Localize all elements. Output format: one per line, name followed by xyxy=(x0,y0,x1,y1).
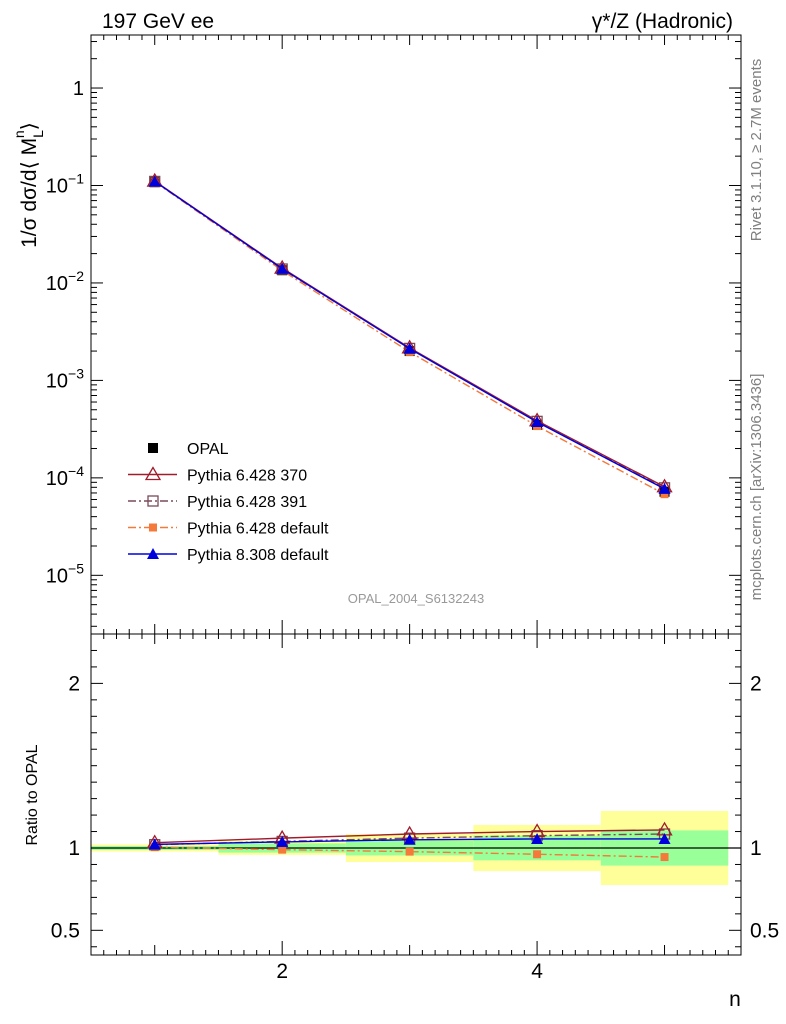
ratio-data-point xyxy=(148,838,161,850)
legend-label: Pythia 6.428 391 xyxy=(187,494,307,511)
y-tick-label-base: 10 xyxy=(46,468,68,490)
ratio-y-tick-label-left: 0.5 xyxy=(51,919,80,942)
x-tick-label: 2 xyxy=(276,960,288,983)
data-point xyxy=(658,482,671,494)
main-axis-ticks xyxy=(91,35,741,955)
y-tick-label: 10−1 xyxy=(46,170,84,197)
watermark: OPAL_2004_S6132243 xyxy=(348,591,484,606)
data-point xyxy=(531,416,544,428)
y-tick-label-base: 10 xyxy=(46,273,68,295)
legend-marker xyxy=(147,495,159,507)
main-y-label-text: 1/σ dσ/d⟨ M xyxy=(18,138,41,248)
ratio-data-point xyxy=(660,853,669,862)
header-left: 197 GeV ee xyxy=(102,10,214,33)
legend-marker xyxy=(149,523,157,532)
ratio-y-tick-label-right: 0.5 xyxy=(750,919,779,942)
main-plot-border xyxy=(90,34,742,635)
legend-label: Pythia 8.308 default xyxy=(187,547,329,564)
legend-label: Pythia 6.428 370 xyxy=(187,468,307,485)
legend-marker xyxy=(148,443,158,453)
ratio-y-tick-label-right: 1 xyxy=(750,837,762,860)
legend-label: OPAL xyxy=(187,441,229,458)
ratio-series-layer xyxy=(146,821,673,862)
main-y-label-close: ⟩ xyxy=(18,122,41,130)
legend-marker xyxy=(144,466,162,481)
data-point xyxy=(660,490,669,499)
ratio-data-point xyxy=(531,832,544,844)
y-tick-label: 10−4 xyxy=(46,463,84,490)
y-tick-label: 1 xyxy=(73,78,84,100)
y-tick-label-base: 10 xyxy=(46,565,68,587)
y-tick-label: 10−2 xyxy=(46,268,84,295)
ratio-data-point xyxy=(405,847,414,856)
legend-marker xyxy=(147,548,159,559)
rivet-version-text: Rivet 3.1.10, ≥ 2.7M events xyxy=(748,59,765,242)
data-point xyxy=(148,175,161,187)
x-tick-label: 4 xyxy=(531,960,543,983)
ratio-axis-ticks xyxy=(91,649,741,948)
ratio-data-point xyxy=(403,833,416,845)
ratio-y-tick-label-right: 2 xyxy=(750,672,762,695)
ratio-data-point xyxy=(658,832,671,844)
legend-label: Pythia 6.428 default xyxy=(187,521,329,538)
ratio-data-point xyxy=(276,835,289,847)
data-point xyxy=(276,262,289,274)
main-y-label: 1/σ dσ/d⟨ MLn⟩ xyxy=(11,122,46,248)
y-tick-label-base: 10 xyxy=(46,175,68,197)
y-tick-label: 10−5 xyxy=(46,560,84,587)
main-y-tick-labels: 110−110−210−310−410−5 xyxy=(46,78,84,587)
series-line xyxy=(154,180,665,490)
series-line xyxy=(154,180,665,489)
ratio-y-label: Ratio to OPAL xyxy=(24,744,41,845)
y-tick-label: 10−3 xyxy=(46,365,84,392)
ratio-y-tick-label-left: 1 xyxy=(68,837,80,860)
ratio-plot-frame xyxy=(90,633,742,956)
y-tick-label-base: 10 xyxy=(46,370,68,392)
y-tick-label-exp: −1 xyxy=(68,170,84,186)
y-tick-label-exp: −4 xyxy=(68,463,84,479)
ratio-series-line xyxy=(154,846,665,858)
ratio-data-point xyxy=(278,845,287,854)
main-y-label-sub: L xyxy=(30,130,46,138)
ratio-y-tick-label-left: 2 xyxy=(68,672,80,695)
series-line xyxy=(154,180,665,488)
ratio-tick-labels: 0.5 0.5 1 1 2 2 2 4 xyxy=(51,672,779,983)
mcplots-credit-text: mcplots.cern.ch [arXiv:1306.3436] xyxy=(748,374,765,601)
header-right: γ*/Z (Hadronic) xyxy=(592,10,733,33)
y-tick-label-exp: −2 xyxy=(68,268,84,284)
y-tick-label-exp: −3 xyxy=(68,365,84,381)
ratio-data-point xyxy=(533,850,542,859)
ratio-plot-border xyxy=(90,633,742,956)
main-series-layer xyxy=(146,172,673,499)
y-tick-label-base: 1 xyxy=(73,78,84,100)
x-axis-label: n xyxy=(729,988,741,1011)
main-plot-frame xyxy=(90,34,742,635)
y-tick-label-exp: −5 xyxy=(68,560,84,576)
main-y-label-sup: n xyxy=(11,130,27,138)
data-point xyxy=(403,342,416,354)
legend: OPAL Pythia 6.428 370 Pythia 6.428 391 Pyth… xyxy=(128,441,329,564)
